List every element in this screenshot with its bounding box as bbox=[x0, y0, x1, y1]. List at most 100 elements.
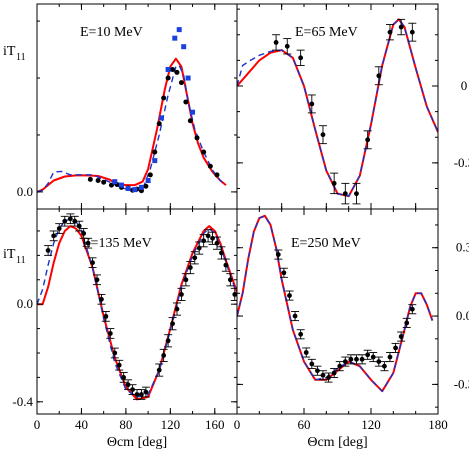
x-tick-label: 0 bbox=[234, 417, 241, 432]
energy-label: E=250 MeV bbox=[291, 236, 361, 251]
data-point bbox=[195, 241, 204, 255]
y-tick-label: 0 bbox=[461, 78, 468, 93]
data-point bbox=[358, 354, 367, 365]
point-marker bbox=[320, 132, 326, 138]
point-marker bbox=[76, 223, 82, 229]
point-marker bbox=[320, 372, 326, 378]
data-square bbox=[152, 158, 158, 164]
data-point bbox=[296, 329, 305, 340]
point-marker bbox=[62, 218, 68, 224]
energy-label: E=10 MeV bbox=[80, 25, 143, 40]
point-marker bbox=[331, 370, 337, 376]
point-marker bbox=[99, 296, 104, 302]
data-point bbox=[168, 317, 177, 331]
data-point bbox=[147, 172, 153, 178]
point-marker bbox=[72, 218, 78, 224]
energy-label: E=135 MeV bbox=[82, 236, 152, 251]
data-square bbox=[145, 178, 151, 184]
point-marker bbox=[125, 382, 131, 388]
point-marker bbox=[273, 40, 279, 45]
point-marker bbox=[90, 260, 95, 266]
panel-bottom-left: 0 40 80 120 160 0.0 -0.4 E=135 MeV iT 11 Θcm [deg] bbox=[3, 208, 238, 450]
point-marker bbox=[161, 353, 167, 358]
panel-top-right: 0 -0.3 E=65 MeV bbox=[236, 3, 469, 210]
panel-bottom-right: 0 60 120 180 0.3 0.0 -0.3 E=250 MeV Θcm [deg] bbox=[234, 208, 469, 450]
point-marker bbox=[232, 292, 237, 297]
data-point bbox=[178, 80, 184, 86]
y-tick-label: 0.0 bbox=[17, 184, 33, 199]
point-marker bbox=[342, 191, 348, 197]
data-point bbox=[221, 258, 230, 272]
data-point bbox=[156, 121, 162, 127]
point-marker bbox=[94, 277, 100, 283]
data-point bbox=[369, 352, 378, 363]
data-point bbox=[177, 287, 186, 301]
panel-frame bbox=[236, 208, 439, 415]
data-point bbox=[155, 363, 164, 377]
y-axis-label: iT bbox=[3, 44, 16, 59]
y-tick-label: 0.0 bbox=[456, 308, 469, 323]
data-point bbox=[230, 287, 237, 301]
y-tick-label: 0.3 bbox=[456, 240, 469, 255]
data-point bbox=[272, 34, 281, 51]
data-point bbox=[194, 135, 200, 141]
point-marker bbox=[359, 356, 365, 362]
data-point bbox=[119, 372, 128, 383]
data-point bbox=[93, 274, 101, 286]
point-marker bbox=[309, 361, 315, 367]
data-square bbox=[172, 35, 178, 41]
data-point bbox=[207, 163, 213, 169]
data-point bbox=[201, 149, 207, 155]
data-point bbox=[341, 356, 350, 367]
point-marker bbox=[45, 248, 51, 253]
data-point bbox=[324, 372, 333, 383]
data-point bbox=[106, 328, 115, 339]
point-marker bbox=[223, 262, 229, 268]
data-point bbox=[283, 38, 292, 55]
data-point bbox=[285, 290, 294, 301]
data-point bbox=[307, 358, 316, 369]
red-solid-curve bbox=[37, 225, 237, 401]
point-marker bbox=[370, 354, 376, 360]
point-marker bbox=[67, 216, 73, 222]
data-point bbox=[187, 118, 193, 124]
point-marker bbox=[275, 252, 281, 257]
point-marker bbox=[287, 293, 292, 298]
data-point bbox=[164, 334, 173, 348]
x-tick-label: 0 bbox=[34, 417, 41, 432]
data-point bbox=[408, 304, 417, 315]
point-marker bbox=[51, 233, 57, 239]
data-point bbox=[124, 379, 133, 391]
point-marker bbox=[107, 331, 113, 336]
point-marker bbox=[337, 363, 343, 369]
point-marker bbox=[112, 350, 118, 356]
data-point bbox=[408, 22, 417, 42]
point-marker bbox=[409, 306, 415, 312]
x-axis-label: Θcm [deg] bbox=[107, 435, 167, 450]
data-square bbox=[165, 66, 171, 72]
y-tick-label: -0.3 bbox=[454, 155, 469, 170]
point-marker bbox=[342, 359, 348, 365]
red-solid-curve bbox=[237, 18, 438, 198]
point-marker bbox=[205, 233, 211, 239]
data-point bbox=[84, 237, 93, 249]
point-marker bbox=[103, 313, 109, 319]
data-point bbox=[352, 182, 361, 205]
data-point bbox=[397, 18, 406, 36]
data-point bbox=[279, 267, 288, 278]
point-marker bbox=[398, 24, 404, 30]
y-axis-label: iT bbox=[3, 247, 16, 262]
data-square bbox=[190, 109, 196, 115]
data-square bbox=[132, 187, 138, 193]
data-point bbox=[152, 149, 158, 155]
point-marker bbox=[156, 367, 162, 373]
y-tick-label: -0.4 bbox=[12, 394, 33, 409]
point-marker bbox=[210, 235, 215, 241]
data-square bbox=[138, 184, 144, 190]
point-marker bbox=[376, 73, 382, 79]
data-point bbox=[313, 365, 322, 376]
point-marker bbox=[81, 231, 87, 236]
red-solid-curve bbox=[37, 57, 227, 193]
point-marker bbox=[326, 375, 331, 380]
